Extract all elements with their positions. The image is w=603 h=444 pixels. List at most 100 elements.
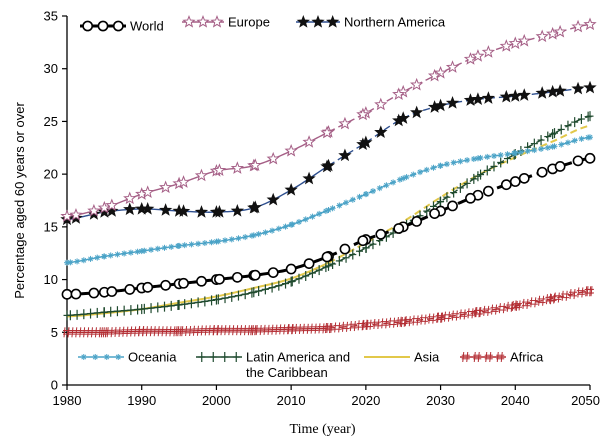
line-marker	[200, 325, 209, 336]
line-marker	[270, 324, 279, 335]
legend-label-line2: the Caribbean	[246, 365, 328, 380]
line-marker	[338, 148, 352, 162]
line-marker	[392, 113, 406, 127]
line-marker	[214, 273, 225, 285]
data-point	[97, 200, 112, 214]
line-marker	[154, 302, 162, 313]
line-marker	[470, 173, 478, 184]
line-marker	[530, 138, 538, 149]
line-marker	[194, 297, 202, 308]
x-axis-title: Time (year)	[290, 422, 356, 437]
line-marker	[234, 290, 242, 301]
line-marker	[554, 161, 566, 172]
line-marker	[242, 234, 249, 241]
line-marker	[269, 227, 276, 234]
legend-marker	[103, 354, 110, 360]
line-marker	[506, 301, 515, 312]
line-marker	[374, 125, 388, 138]
y-tick-label: 15	[44, 219, 58, 234]
x-tick-label: 2020	[351, 393, 380, 408]
line-marker	[167, 300, 175, 311]
line-marker	[585, 134, 592, 141]
line-marker	[230, 161, 244, 174]
line-marker	[483, 165, 491, 176]
data-point	[545, 84, 560, 98]
line-marker	[241, 289, 249, 300]
line-marker	[288, 276, 296, 287]
line-marker	[168, 326, 177, 337]
legend-marker	[97, 20, 109, 32]
legend-item-asia: Asia	[364, 350, 440, 365]
line-marker	[335, 255, 343, 266]
line-marker	[447, 200, 458, 212]
data-point	[284, 182, 298, 196]
line-marker	[188, 241, 195, 248]
line-marker	[100, 253, 107, 260]
line-marker	[437, 162, 444, 169]
line-marker	[184, 325, 193, 337]
line-marker	[208, 295, 216, 306]
line-marker	[403, 174, 410, 181]
line-marker	[249, 269, 261, 281]
line-marker	[137, 326, 146, 337]
series-layer	[60, 17, 597, 338]
line-marker	[141, 202, 155, 215]
legend-label: Africa	[510, 350, 544, 365]
line-marker	[564, 120, 572, 131]
line-marker	[215, 238, 222, 245]
line-marker	[393, 223, 405, 234]
line-marker	[558, 141, 565, 148]
line-marker	[482, 305, 491, 316]
line-marker	[221, 293, 229, 304]
line-marker	[423, 166, 430, 173]
line-marker	[551, 143, 558, 150]
line-marker	[553, 84, 567, 97]
series-latin-america	[63, 111, 594, 321]
line-marker	[369, 239, 377, 250]
line-marker	[497, 157, 505, 168]
line-marker	[160, 279, 172, 291]
line-marker	[357, 235, 369, 247]
line-marker	[129, 326, 138, 337]
line-marker	[208, 325, 217, 336]
series-africa	[63, 286, 594, 338]
line-marker	[317, 323, 326, 334]
line-marker	[557, 124, 565, 135]
line-marker	[141, 185, 155, 198]
line-marker	[282, 223, 289, 230]
line-marker	[430, 164, 437, 171]
line-marker	[339, 243, 351, 255]
data-point	[508, 36, 522, 50]
line-marker	[127, 249, 134, 256]
legend-marker	[311, 15, 325, 28]
line-marker	[404, 316, 413, 327]
y-tick-label: 10	[44, 272, 58, 287]
line-marker	[158, 180, 173, 194]
series-northern-america	[60, 80, 597, 226]
legend-marker	[196, 15, 210, 28]
line-marker	[545, 294, 554, 305]
line-marker	[127, 305, 135, 316]
x-tick-label: 2050	[571, 393, 600, 408]
line-marker	[357, 320, 366, 331]
line-marker	[410, 105, 424, 119]
line-marker	[576, 287, 585, 298]
line-marker	[212, 163, 227, 176]
line-marker	[154, 245, 161, 252]
line-marker	[66, 327, 75, 338]
line-marker	[535, 29, 549, 43]
series-europe	[60, 17, 597, 222]
line-marker	[470, 156, 477, 163]
line-marker	[435, 312, 444, 323]
y-tick-label: 25	[44, 114, 58, 129]
line-marker	[427, 313, 436, 324]
line-marker	[490, 304, 499, 315]
legend-marker	[82, 20, 94, 32]
line-marker	[289, 221, 296, 228]
line-marker	[294, 323, 303, 334]
line-marker	[465, 192, 476, 204]
line-marker	[349, 249, 357, 260]
line-marker	[82, 327, 91, 338]
line-marker	[255, 286, 263, 297]
x-tick-label: 1980	[53, 393, 82, 408]
